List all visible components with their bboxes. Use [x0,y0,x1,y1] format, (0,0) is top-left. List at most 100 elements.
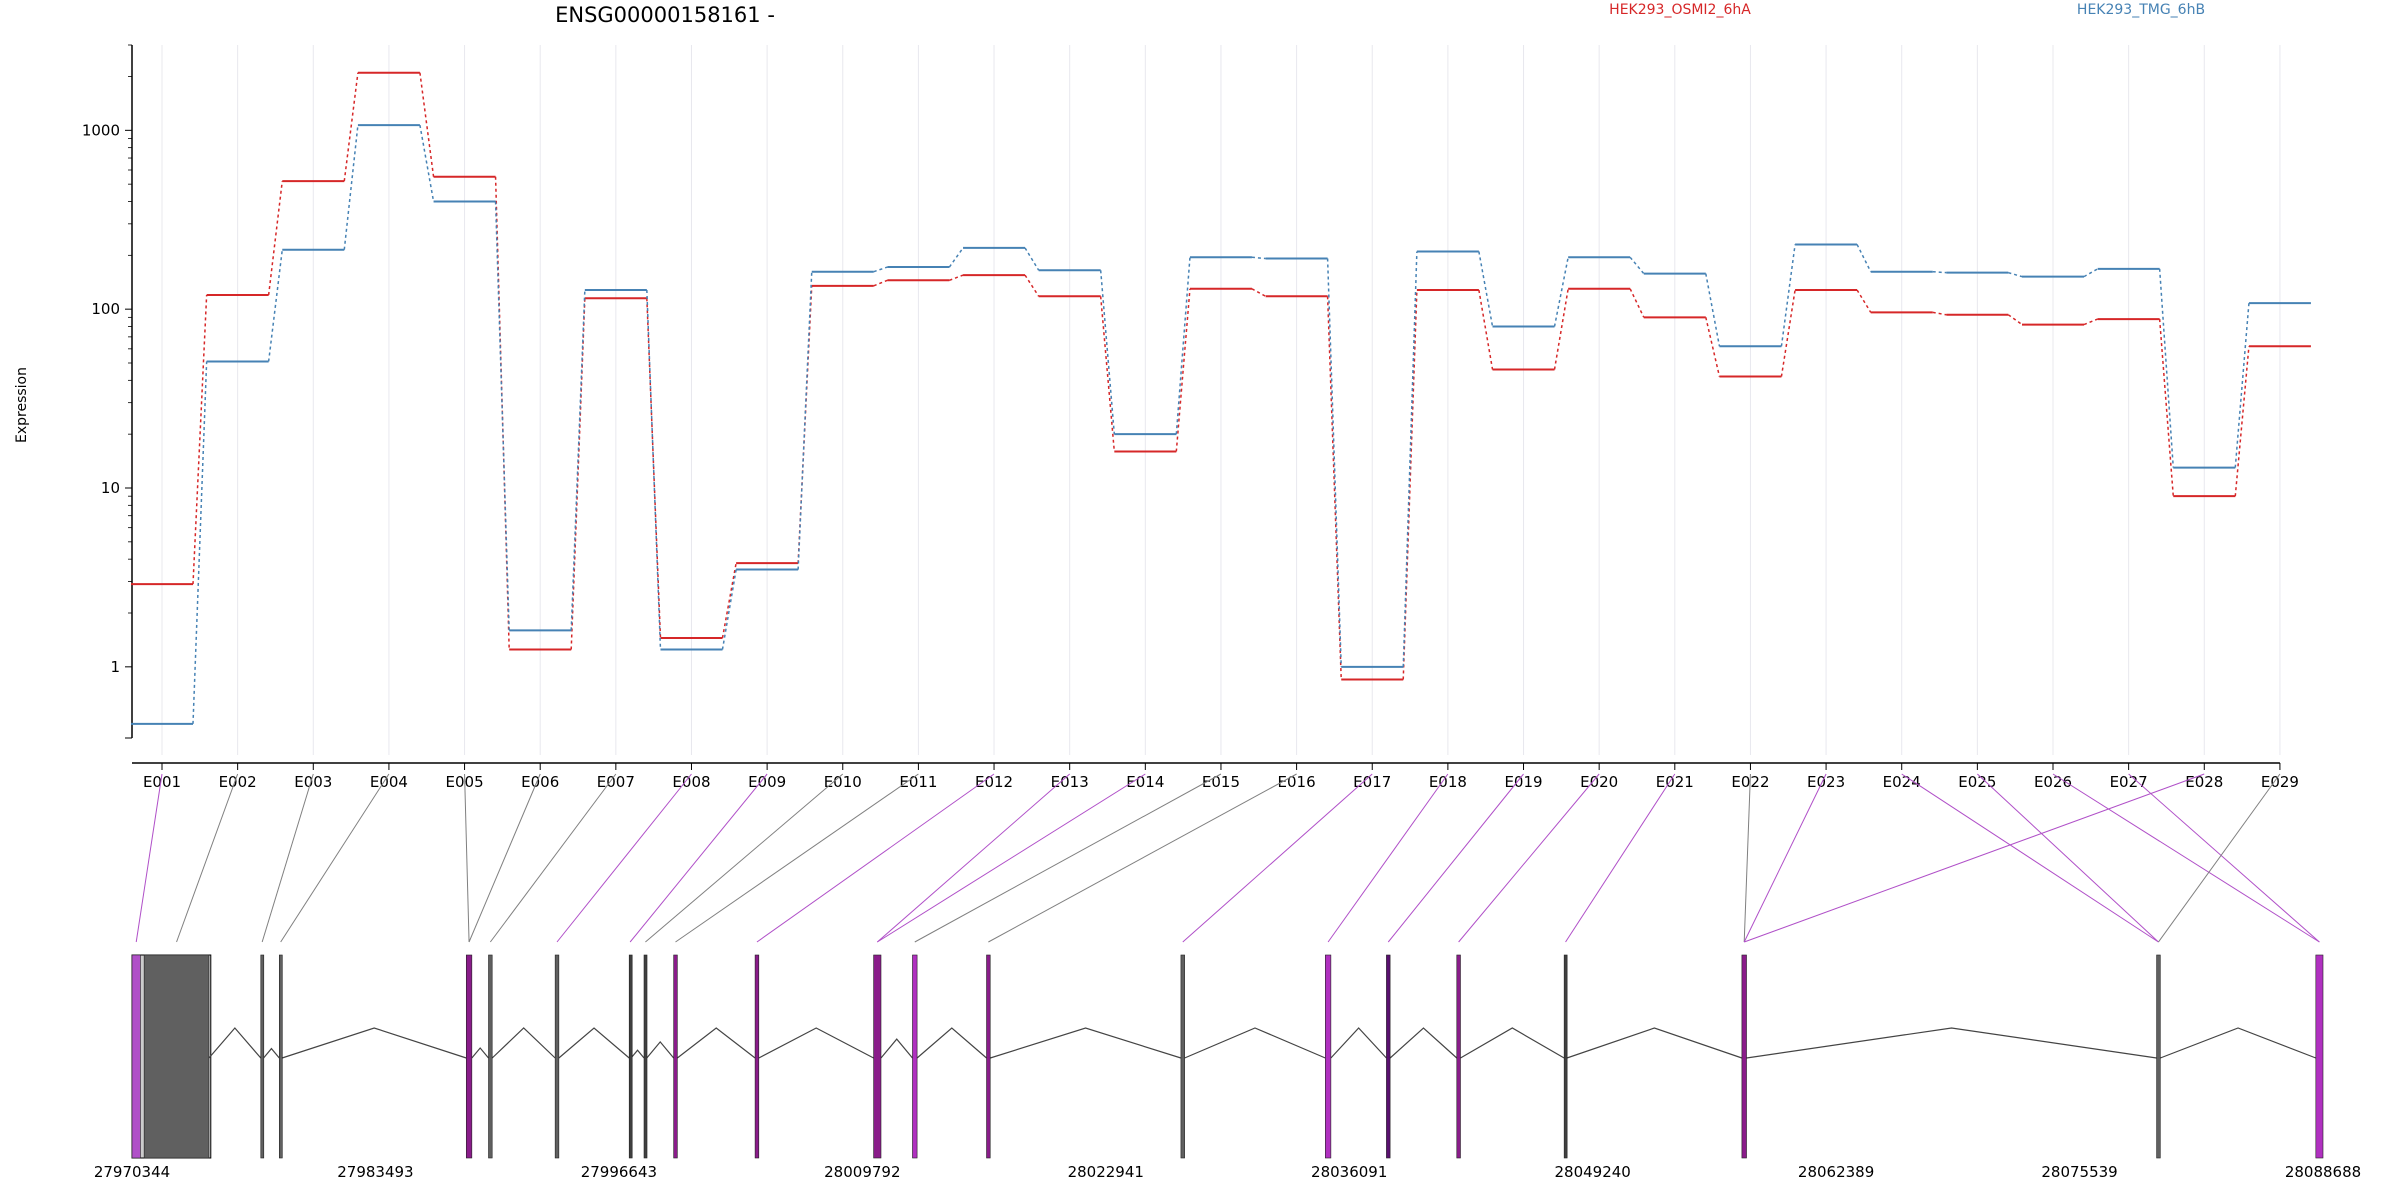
exon-link [1565,773,1676,943]
data-connector [1553,257,1569,327]
data-connector [1251,288,1266,297]
intron [1184,1027,1326,1059]
data-connector [948,247,964,268]
x-tick-label: E009 [748,773,786,791]
exon-block [643,954,648,1159]
data-connector [1780,244,1796,347]
exon-block [986,954,991,1159]
x-tick-label: E013 [1051,773,1089,791]
x-tick-label: E028 [2185,773,2223,791]
data-connector [494,201,510,631]
exon-link [877,773,1146,943]
exon-link [176,773,239,943]
data-connector [1629,256,1645,275]
data-connector [192,294,208,585]
x-tick-label: E006 [521,773,559,791]
x-tick-label: E004 [370,773,408,791]
exon-link [280,773,390,943]
x-tick-label: E029 [2261,773,2299,791]
x-tick-label: E026 [2034,773,2072,791]
exon-block [260,954,265,1159]
x-tick-label: E007 [597,773,635,791]
exon-link [135,773,163,943]
genomic-tick-label: 27983493 [337,1163,413,1181]
genomic-tick-label: 28009792 [824,1163,900,1181]
intron [471,1047,489,1059]
data-connector [873,266,888,273]
legend-entry-osmi2: HEK293_OSMI2_6hA [1609,2,1751,18]
exon-link [876,773,1071,943]
data-connector [721,569,737,650]
x-tick-label: E017 [1353,773,1391,791]
x-tick-label: E010 [824,773,862,791]
data-connector [646,289,662,650]
data-connector [797,271,813,570]
intron [1389,1027,1458,1059]
data-connector [1024,274,1040,297]
exon-link [756,773,995,943]
exon-block [1456,954,1461,1159]
data-connector [646,298,662,639]
y-tick-label: 1000 [82,121,120,139]
exon-link [629,773,768,943]
exon-block [628,954,633,1159]
exon-block [131,954,141,1159]
data-connector [1099,296,1116,452]
series-tmg [131,124,2311,725]
x-tick-label: E025 [1958,773,1996,791]
exon-block [554,954,560,1159]
x-tick-label: E011 [899,773,937,791]
exon-block [1325,954,1332,1159]
x-tick-label: E015 [1202,773,1240,791]
exon-block [278,954,283,1159]
exon-block [754,954,760,1159]
gene-model: 27970344 27983493 27996643 28009792 28022941… [94,773,2361,1181]
x-tick-label: E016 [1278,773,1316,791]
intron [1566,1027,1743,1059]
exon-link [1458,773,1600,943]
exon-link [1901,773,2159,943]
data-connector [2007,314,2023,326]
exon-block [2156,954,2161,1159]
data-connector [873,279,888,287]
y-tick-label: 1 [110,658,120,676]
y-tick-label: 100 [91,300,120,318]
genomic-tick-label: 27970344 [94,1163,170,1181]
data-connector [1326,296,1342,680]
data-connector [1099,270,1116,435]
x-tick-label: E021 [1656,773,1694,791]
exon-link [261,773,314,943]
exon-block [1741,954,1747,1159]
data-connector [1856,244,1872,273]
data-connector [419,124,435,202]
x-tick-label: E002 [219,773,257,791]
intron [263,1047,280,1059]
x-tick-label: E024 [1883,773,1921,791]
data-connector [1932,270,1947,274]
genomic-tick-label: 28075539 [2041,1163,2117,1181]
data-connector [343,72,359,182]
x-tick-label: E027 [2110,773,2148,791]
exon-link [556,773,692,943]
genomic-tick-label: 28062389 [1798,1163,1874,1181]
exon-block [488,954,493,1159]
intron [880,1038,913,1059]
exon-block [465,954,473,1159]
data-connector [2158,319,2175,497]
exon-link [1182,773,1373,943]
exon-link [2052,773,2320,943]
data-connector [1932,311,1947,316]
data-connector [1705,317,1721,377]
x-tick-label: E008 [672,773,710,791]
x-tick-label: E014 [1126,773,1164,791]
data-connector [1402,289,1418,680]
exon-link [489,773,617,943]
intron [1460,1027,1565,1059]
genomic-tick-label: 28049240 [1554,1163,1630,1181]
data-connector [949,274,964,282]
x-tick-label: E020 [1580,773,1618,791]
exon-block [1386,954,1391,1159]
data-connector [570,289,586,631]
